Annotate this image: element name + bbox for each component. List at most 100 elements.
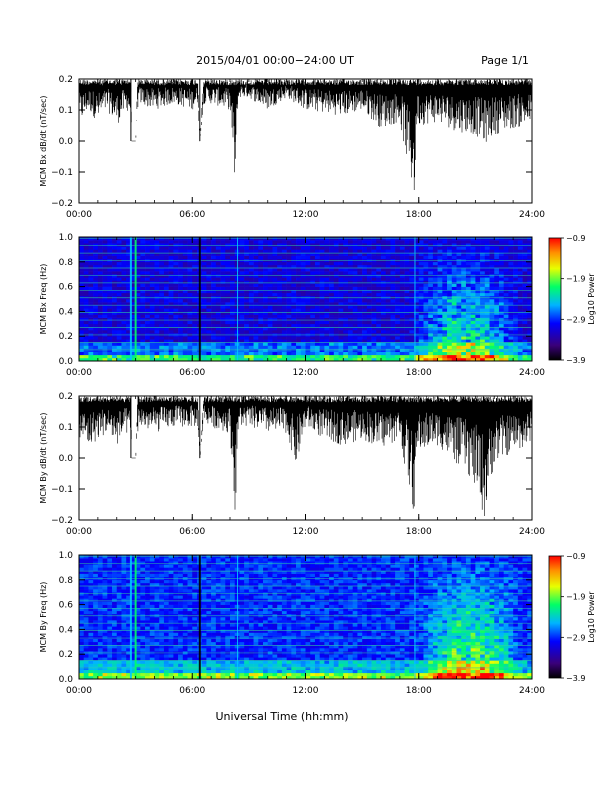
spectrogram-cell: [206, 283, 212, 287]
spectrogram-cell: [263, 271, 269, 275]
spectrogram-cell: [88, 302, 94, 306]
spectrogram-cell: [362, 240, 368, 244]
spectrogram-cell: [135, 348, 141, 352]
spectrogram-cell: [220, 326, 226, 331]
spectrogram-cell: [475, 308, 481, 312]
spectrogram-cell: [225, 323, 231, 328]
spectrogram-cell: [498, 345, 504, 349]
spectrogram-cell: [126, 246, 132, 250]
spectrogram-cell: [248, 339, 254, 343]
spectrogram-cell: [333, 289, 339, 294]
spectrogram-cell: [126, 311, 132, 315]
spectrogram-cell: [489, 274, 495, 278]
spectrogram-cell: [140, 326, 146, 331]
spectrogram-cell: [258, 289, 264, 294]
spectrogram-cell: [220, 305, 226, 309]
spectrogram-cell: [286, 271, 292, 275]
spectrogram-cell: [442, 323, 448, 328]
spectrogram-cell: [390, 280, 396, 284]
spectrogram-cell: [418, 274, 424, 278]
spectrogram-cell: [159, 342, 165, 346]
spectrogram-cell: [145, 283, 151, 287]
spectrogram-cell: [281, 336, 287, 340]
spectrogram-cell: [258, 286, 264, 290]
spectrogram-cell: [83, 271, 89, 275]
spectrogram-cell: [220, 299, 226, 303]
spectrogram-cell: [371, 280, 377, 284]
spectrogram-cell: [163, 570, 169, 574]
spectrogram-cell: [107, 345, 113, 349]
spectrogram-cell: [93, 261, 99, 266]
spectrogram-cell: [79, 564, 85, 568]
spectrogram-cell: [149, 314, 155, 318]
spectrogram-cell: [135, 299, 141, 303]
spectrogram-cell: [418, 342, 424, 346]
spectrogram-cell: [414, 249, 420, 253]
spectrogram-cell: [121, 617, 127, 621]
spectrogram-cell: [286, 277, 292, 281]
spectrogram-cell: [395, 249, 401, 253]
spectrogram-cell: [465, 323, 471, 328]
spectrogram-cell: [319, 243, 325, 247]
spectrogram-cell: [126, 314, 132, 318]
spectrogram-cell: [126, 252, 132, 256]
spectrogram-cell: [291, 339, 297, 343]
spectrogram-cell: [404, 299, 410, 303]
spectrogram-cell: [475, 345, 481, 349]
spectrogram-cell: [83, 280, 89, 284]
spectrogram-cell: [527, 336, 533, 340]
spectrogram-cell: [149, 567, 155, 571]
y-tick-label: −0.2: [51, 516, 73, 526]
spectrogram-cell: [347, 280, 353, 284]
spectrogram-cell: [366, 280, 372, 284]
spectrogram-cell: [83, 595, 89, 599]
spectrogram-cell: [79, 663, 85, 667]
spectrogram-cell: [159, 249, 165, 253]
spectrogram-cell: [88, 243, 94, 247]
spectrogram-cell: [140, 660, 146, 664]
spectrogram-cell: [428, 308, 434, 312]
spectrogram-cell: [149, 323, 155, 328]
spectrogram-cell: [376, 283, 382, 287]
spectrogram-cell: [97, 561, 103, 565]
spectrogram-cell: [418, 249, 424, 253]
spectrogram-cell: [333, 264, 339, 269]
spectrogram-cell: [116, 654, 122, 658]
spectrogram-cell: [428, 330, 434, 334]
spectrogram-cell: [300, 264, 306, 269]
spectrogram-cell: [253, 323, 259, 328]
spectrogram-cell: [399, 240, 405, 244]
spectrogram-cell: [376, 336, 382, 340]
spectrogram-cell: [414, 292, 420, 297]
spectrogram-cell: [159, 666, 165, 670]
spectrogram-cells: [79, 555, 533, 680]
spectrogram-cell: [263, 286, 269, 290]
spectrogram-cell: [83, 302, 89, 306]
spectrogram-cell: [173, 644, 179, 649]
spectrogram-cell: [428, 317, 434, 321]
spectrogram-cell: [154, 323, 160, 328]
spectrogram-cell: [333, 268, 339, 272]
spectrogram-cell: [442, 289, 448, 294]
spectrogram-cell: [272, 243, 278, 247]
spectrogram-cell: [97, 268, 103, 272]
spectrogram-cell: [83, 589, 89, 593]
spectrogram-cell: [310, 357, 316, 362]
spectrogram-cell: [97, 330, 103, 334]
spectrogram-cell: [206, 354, 212, 359]
spectrogram-cell: [343, 305, 349, 309]
spectrogram-cell: [522, 314, 528, 318]
spectrogram-cell: [182, 317, 188, 321]
spectrogram-cell: [168, 268, 174, 272]
spectrogram-cell: [211, 240, 217, 244]
spectrogram-cell: [465, 305, 471, 309]
spectrogram-cell: [414, 280, 420, 284]
spectrogram-cell: [461, 246, 467, 250]
spectrogram-cell: [494, 311, 500, 315]
spectrogram-cell: [385, 305, 391, 309]
spectrogram-cell: [140, 354, 146, 359]
spectrogram-cell: [352, 271, 358, 275]
spectrogram-cell: [338, 357, 344, 362]
spectrogram-cell: [447, 271, 453, 275]
spectrogram-cell: [149, 573, 155, 577]
